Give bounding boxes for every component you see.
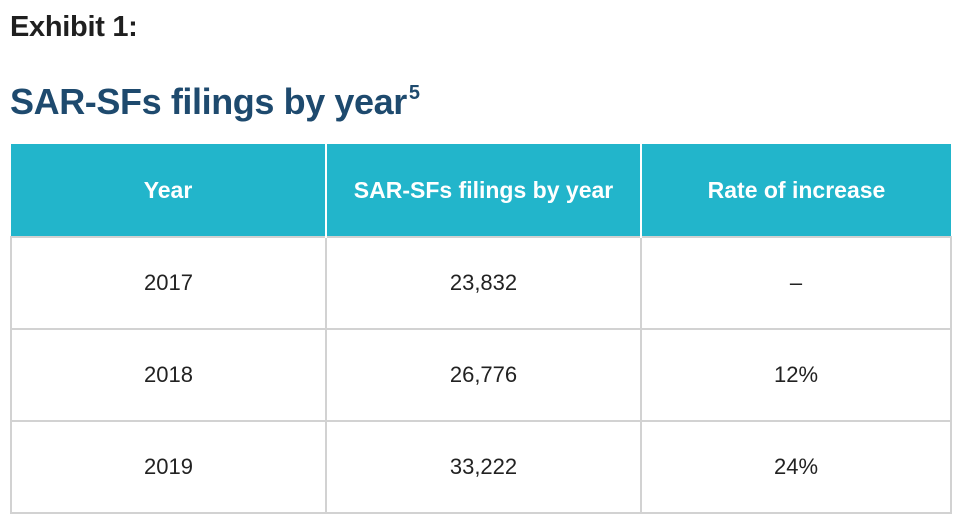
page-title: SAR-SFs filings by year 5: [10, 72, 420, 125]
cell-filings: 33,222: [325, 420, 642, 514]
cell-year: 2017: [10, 236, 327, 330]
header-rate: Rate of increase: [640, 144, 951, 237]
cell-filings: 26,776: [325, 328, 642, 422]
table-header: Year SAR-SFs filings by year Rate of inc…: [11, 144, 951, 237]
cell-rate: 24%: [640, 420, 952, 514]
cell-filings: 23,832: [325, 236, 642, 330]
exhibit-label: Exhibit 1:: [10, 11, 138, 43]
header-year: Year: [11, 144, 327, 237]
table-row: 2018 26,776 12%: [10, 328, 952, 422]
header-row: Year SAR-SFs filings by year Rate of inc…: [11, 144, 951, 237]
cell-rate: 12%: [640, 328, 952, 422]
footnote-marker: 5: [408, 82, 420, 104]
filings-table: Year SAR-SFs filings by year Rate of inc…: [10, 144, 952, 514]
cell-year: 2018: [10, 328, 327, 422]
title-text: SAR-SFs filings by year: [10, 81, 407, 122]
header-filings: SAR-SFs filings by year: [325, 144, 642, 237]
table-body: 2017 23,832 – 2018 26,776 12% 2019 33,22…: [10, 236, 952, 514]
cell-rate: –: [640, 236, 952, 330]
cell-year: 2019: [10, 420, 327, 514]
table-row: 2017 23,832 –: [10, 236, 952, 330]
table-row: 2019 33,222 24%: [10, 420, 952, 514]
